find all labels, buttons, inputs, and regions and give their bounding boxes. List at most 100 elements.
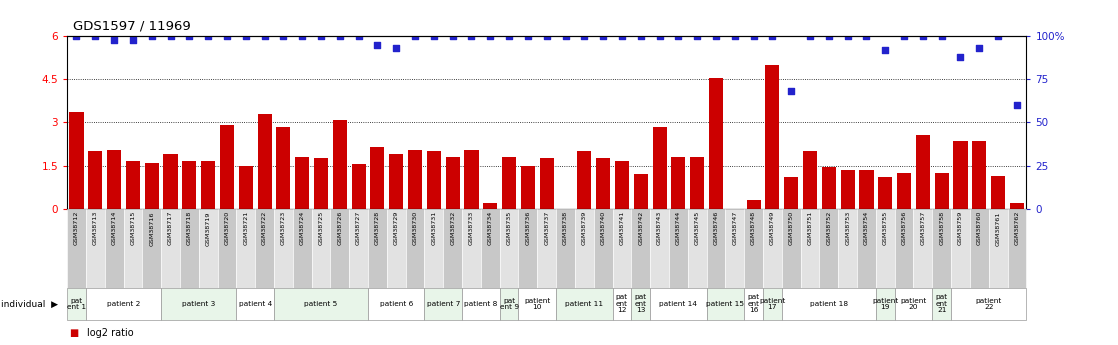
Point (256, 33, 274, 39)
Bar (745, 209, 762, 288)
Point (218, 33, 236, 39)
Bar (502, 157, 517, 209)
Bar (276, 127, 291, 209)
Text: GSM38724: GSM38724 (300, 211, 305, 245)
Text: GSM38760: GSM38760 (977, 211, 982, 246)
Text: GSM38751: GSM38751 (807, 211, 813, 246)
Text: GSM38762: GSM38762 (1014, 211, 1020, 246)
Bar (161, 209, 180, 288)
Text: GDS1597 / 11969: GDS1597 / 11969 (73, 19, 190, 32)
Bar (144, 163, 159, 209)
Point (877, 47, 894, 53)
Bar (425, 288, 462, 320)
Bar (201, 161, 215, 209)
Point (463, 33, 481, 39)
Bar (669, 209, 688, 288)
Bar (784, 177, 798, 209)
Point (538, 33, 556, 39)
Bar (257, 114, 272, 209)
Bar (1007, 209, 1026, 288)
Text: GSM38746: GSM38746 (713, 211, 719, 246)
Bar (916, 135, 930, 209)
Bar (123, 209, 142, 288)
Text: patient 7: patient 7 (427, 301, 459, 307)
Bar (163, 154, 178, 209)
Bar (577, 151, 591, 209)
Point (802, 33, 819, 39)
Point (312, 33, 330, 39)
Point (594, 33, 612, 39)
Bar (781, 288, 875, 320)
Point (613, 33, 631, 39)
Bar (425, 209, 443, 288)
Bar (594, 209, 613, 288)
Bar (427, 151, 440, 209)
Text: patient 4: patient 4 (238, 301, 272, 307)
Bar (860, 170, 873, 209)
Point (500, 33, 518, 39)
Point (180, 33, 198, 39)
Text: GSM38747: GSM38747 (732, 211, 737, 245)
Bar (875, 209, 894, 288)
Bar (707, 209, 726, 288)
Bar (295, 157, 310, 209)
Text: GSM38753: GSM38753 (845, 211, 850, 245)
Bar (519, 288, 556, 320)
Bar (875, 288, 894, 320)
Text: GSM38715: GSM38715 (131, 211, 135, 246)
Bar (239, 166, 253, 209)
Text: GSM38740: GSM38740 (600, 211, 606, 245)
Text: individual  ▶: individual ▶ (1, 299, 58, 308)
Bar (932, 209, 951, 288)
Text: patient 8: patient 8 (464, 301, 498, 307)
Bar (747, 200, 760, 209)
Point (745, 33, 762, 39)
Bar (935, 173, 949, 209)
Text: GSM38721: GSM38721 (244, 211, 248, 246)
Bar (351, 164, 366, 209)
Point (519, 33, 537, 39)
Point (707, 33, 724, 39)
Point (331, 33, 349, 39)
Bar (613, 288, 632, 320)
Bar (688, 209, 707, 288)
Text: GSM38748: GSM38748 (751, 211, 756, 245)
Bar (951, 209, 970, 288)
Text: GSM38739: GSM38739 (581, 211, 587, 246)
Bar (690, 157, 704, 209)
Text: GSM38754: GSM38754 (864, 211, 869, 245)
Bar (481, 209, 500, 288)
Point (858, 33, 875, 39)
Point (1008, 102, 1026, 108)
Bar (803, 151, 817, 209)
Point (274, 33, 292, 39)
Bar (800, 209, 819, 288)
Text: GSM38752: GSM38752 (826, 211, 832, 245)
Point (819, 33, 837, 39)
Text: GSM38743: GSM38743 (657, 211, 662, 245)
Bar (349, 209, 368, 288)
Bar (105, 209, 123, 288)
Point (951, 54, 969, 60)
Text: GSM38730: GSM38730 (413, 211, 417, 245)
Text: patient
17: patient 17 (759, 298, 786, 310)
Point (425, 33, 443, 39)
Bar (651, 209, 669, 288)
Point (162, 33, 180, 39)
Text: patient
19: patient 19 (872, 298, 899, 310)
Text: GSM38744: GSM38744 (676, 211, 681, 245)
Text: patient 6: patient 6 (380, 301, 413, 307)
Point (143, 33, 161, 39)
Point (783, 89, 800, 94)
Bar (519, 209, 538, 288)
Bar (671, 157, 685, 209)
Text: GSM38732: GSM38732 (451, 211, 455, 245)
Bar (819, 209, 838, 288)
Point (576, 33, 594, 39)
Bar (67, 209, 86, 288)
Point (726, 33, 743, 39)
Bar (274, 288, 368, 320)
Text: GSM38725: GSM38725 (319, 211, 323, 245)
Text: GSM38758: GSM38758 (939, 211, 945, 245)
Text: GSM38728: GSM38728 (375, 211, 380, 245)
